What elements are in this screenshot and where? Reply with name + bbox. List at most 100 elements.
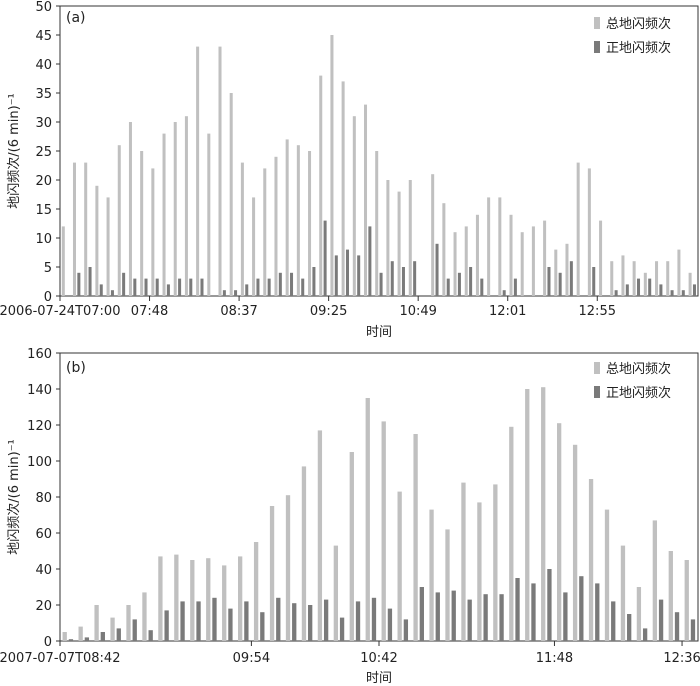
bar-total-flashes: [655, 261, 659, 296]
y-tick-label: 80: [35, 491, 52, 506]
bar-total-flashes: [240, 162, 244, 296]
bar-positive-flashes: [178, 278, 182, 296]
y-tick-label: 20: [35, 174, 52, 189]
bar-positive-flashes: [222, 290, 226, 296]
bar-total-flashes: [184, 116, 188, 296]
bar-total-flashes: [632, 261, 636, 296]
bar-total-flashes: [317, 430, 323, 641]
bar-positive-flashes: [323, 220, 327, 296]
bar-total-flashes: [431, 174, 435, 296]
bar-total-flashes: [493, 484, 498, 641]
bar-positive-flashes: [690, 619, 696, 641]
legend-swatch: [594, 41, 600, 53]
bar-total-flashes: [509, 426, 514, 641]
bar-positive-flashes: [642, 628, 648, 641]
bar-total-flashes: [445, 529, 450, 641]
bar-positive-flashes: [357, 255, 361, 296]
legend-label: 正地闪频次: [606, 40, 671, 56]
bar-positive-flashes: [611, 601, 616, 641]
bar-total-flashes: [408, 180, 412, 296]
bar-positive-flashes: [435, 592, 440, 641]
y-tick-label: 120: [27, 419, 52, 434]
bar-total-flashes: [62, 632, 67, 641]
bar-positive-flashes: [681, 290, 685, 296]
y-tick-label: 100: [27, 455, 52, 470]
bar-positive-flashes: [558, 272, 562, 296]
bar-positive-flashes: [200, 278, 204, 296]
bar-positive-flashes: [116, 628, 121, 641]
bar-total-flashes: [263, 168, 267, 296]
bar-total-flashes: [464, 226, 468, 296]
bar-total-flashes: [620, 545, 626, 641]
bar-total-flashes: [587, 168, 591, 296]
y-tick-label: 25: [35, 145, 52, 160]
x-tick-label: 10:49: [399, 304, 436, 319]
y-axis-title: 地闪频次/(6 min)⁻¹: [6, 439, 22, 555]
bar-total-flashes: [588, 479, 594, 641]
bar-total-flashes: [397, 191, 401, 296]
legend-label: 总地闪频次: [606, 16, 671, 32]
bar-total-flashes: [196, 46, 200, 296]
x-tick-label: 09:54: [233, 651, 270, 666]
bar-total-flashes: [525, 389, 530, 641]
y-tick-label: 40: [35, 58, 52, 73]
bar-total-flashes: [142, 592, 147, 641]
y-tick-label: 50: [35, 0, 52, 15]
legend-swatch: [594, 17, 600, 29]
bar-total-flashes: [78, 626, 83, 641]
bar-positive-flashes: [166, 284, 170, 296]
bar-total-flashes: [397, 491, 402, 641]
bar-total-flashes: [599, 220, 603, 296]
x-tick-label: 2007-07-07T08:42: [0, 651, 120, 666]
bar-total-flashes: [174, 554, 179, 641]
bar-total-flashes: [158, 556, 163, 641]
bar-positive-flashes: [245, 284, 249, 296]
bar-total-flashes: [531, 226, 535, 296]
bar-total-flashes: [386, 180, 390, 296]
bar-positive-flashes: [368, 226, 372, 296]
bar-positive-flashes: [345, 249, 350, 296]
legend-swatch: [594, 362, 600, 374]
bar-total-flashes: [238, 556, 243, 641]
bar-total-flashes: [461, 482, 466, 641]
y-tick-label: 15: [35, 203, 52, 218]
y-tick-label: 0: [44, 635, 52, 650]
bar-positive-flashes: [267, 278, 271, 296]
bar-total-flashes: [666, 261, 670, 296]
bar-total-flashes: [151, 168, 155, 296]
bar-positive-flashes: [569, 261, 573, 296]
bar-total-flashes: [453, 232, 457, 296]
x-tick-label: 12:55: [579, 304, 616, 319]
y-tick-label: 0: [44, 290, 52, 305]
x-tick-label: 11:48: [536, 651, 573, 666]
bar-positive-flashes: [563, 592, 568, 641]
plot-frame: [59, 5, 699, 297]
bar-positive-flashes: [502, 290, 506, 296]
bar-positive-flashes: [323, 599, 329, 641]
bar-total-flashes: [668, 551, 673, 641]
bar-total-flashes: [296, 145, 300, 296]
bar-total-flashes: [319, 75, 323, 296]
y-tick-label: 45: [35, 29, 52, 44]
legend-swatch: [594, 386, 600, 398]
bar-total-flashes: [677, 249, 681, 296]
bar-positive-flashes: [467, 599, 472, 641]
x-tick-label: 12:01: [489, 304, 526, 319]
bar-positive-flashes: [68, 639, 74, 641]
bar-positive-flashes: [658, 599, 664, 641]
bar-total-flashes: [349, 452, 354, 641]
bar-total-flashes: [341, 81, 345, 297]
bar-total-flashes: [308, 151, 312, 296]
bar-positive-flashes: [276, 597, 281, 641]
bar-total-flashes: [206, 558, 211, 641]
bar-positive-flashes: [234, 290, 238, 296]
bar-total-flashes: [274, 156, 278, 296]
bar-positive-flashes: [155, 278, 159, 296]
x-tick-label: 08:37: [220, 304, 257, 319]
bar-positive-flashes: [674, 612, 680, 641]
bar-total-flashes: [684, 560, 689, 641]
y-tick-label: 160: [27, 347, 52, 362]
bar-total-flashes: [604, 509, 610, 641]
bar-total-flashes: [576, 162, 580, 296]
bar-positive-flashes: [401, 267, 405, 296]
